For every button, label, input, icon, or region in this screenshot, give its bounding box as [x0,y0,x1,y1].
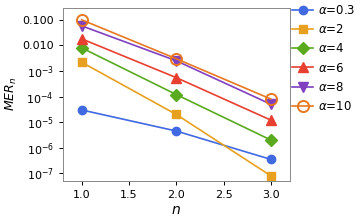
$\alpha$=2 [174,113,179,116]
$\alpha$=2 [80,61,84,63]
$\alpha$=0.3 [80,109,84,111]
$\alpha$=10 [174,57,179,60]
$\alpha$=6 [174,76,179,79]
$\alpha$=4 [269,139,273,141]
$\alpha$=6 [80,38,84,40]
$\alpha$=10 [80,19,84,21]
Line: $\alpha$=4: $\alpha$=4 [77,44,275,144]
$\alpha$=8 [269,103,273,106]
X-axis label: $n$: $n$ [171,203,181,217]
Line: $\alpha$=10: $\alpha$=10 [76,14,276,105]
Line: $\alpha$=2: $\alpha$=2 [77,58,275,180]
$\alpha$=2 [269,174,273,177]
$\alpha$=6 [269,119,273,122]
$\alpha$=8 [174,59,179,62]
$\alpha$=10 [269,98,273,100]
Y-axis label: $MER_n$: $MER_n$ [4,77,19,111]
$\alpha$=4 [174,93,179,96]
$\alpha$=4 [80,47,84,49]
Line: $\alpha$=0.3: $\alpha$=0.3 [77,106,275,164]
Legend: $\alpha$=0.3, $\alpha$=2, $\alpha$=4, $\alpha$=6, $\alpha$=8, $\alpha$=10: $\alpha$=0.3, $\alpha$=2, $\alpha$=4, $\… [292,4,355,113]
Line: $\alpha$=6: $\alpha$=6 [77,34,276,125]
$\alpha$=8 [80,25,84,27]
Line: $\alpha$=8: $\alpha$=8 [77,21,276,109]
$\alpha$=0.3 [174,130,179,132]
$\alpha$=0.3 [269,158,273,161]
